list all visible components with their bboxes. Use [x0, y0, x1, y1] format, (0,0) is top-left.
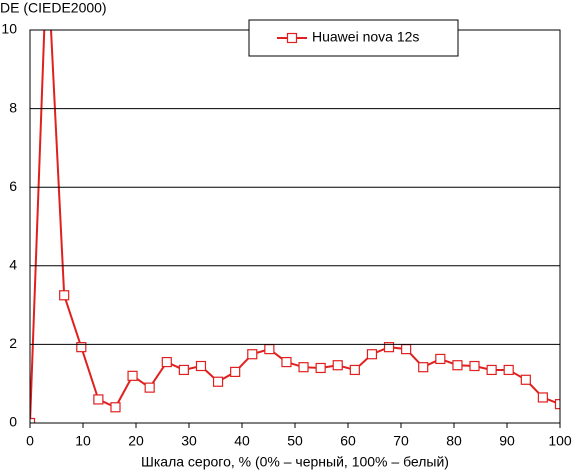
x-tick-label: 100 [548, 433, 572, 449]
x-tick-label: 40 [234, 433, 250, 449]
x-tick-label: 0 [26, 433, 34, 449]
point-marker [332, 360, 343, 371]
point-marker [230, 366, 241, 378]
y-tick-label: 2 [9, 335, 17, 351]
point-marker [127, 370, 138, 381]
point-marker [59, 290, 70, 301]
point-marker [93, 394, 104, 405]
point-marker [315, 362, 326, 374]
point-marker [486, 364, 497, 376]
x-tick-label: 70 [393, 433, 409, 449]
y-tick-label: 0 [9, 414, 17, 430]
series-line [30, 30, 560, 423]
point-marker [349, 364, 360, 376]
point-marker [401, 344, 412, 355]
x-tick-label: 50 [287, 433, 303, 449]
point-marker [298, 362, 309, 373]
point-marker [418, 362, 429, 373]
point-marker [212, 376, 224, 387]
point-marker [247, 349, 258, 360]
legend-label: Huawei nova 12s [312, 29, 419, 45]
point-marker [537, 392, 548, 403]
plot-area [30, 30, 560, 423]
point-marker [161, 356, 172, 368]
point-marker [554, 399, 560, 410]
point-marker [469, 360, 480, 372]
point-marker [264, 344, 275, 355]
point-marker [520, 374, 531, 385]
y-tick-label: 4 [9, 257, 17, 273]
x-axis-label: Шкала серого, % (0% – черный, 100% – бел… [141, 454, 449, 470]
point-marker [110, 402, 121, 413]
point-marker [76, 342, 87, 353]
point-marker [30, 417, 36, 423]
y-axis-label: DE (CIEDE2000) [0, 0, 107, 16]
x-tick-label: 80 [446, 433, 462, 449]
y-tick-label: 10 [1, 21, 17, 37]
point-marker [435, 353, 446, 365]
y-tick-label: 8 [9, 99, 17, 115]
point-marker [503, 364, 514, 376]
y-tick-label: 6 [9, 178, 17, 194]
legend-marker [286, 32, 298, 44]
x-tick-label: 60 [340, 433, 356, 449]
x-tick-label: 90 [499, 433, 515, 449]
point-marker [195, 360, 207, 372]
x-tick-label: 20 [128, 433, 144, 449]
point-marker [281, 356, 292, 368]
point-marker [178, 364, 189, 376]
point-marker [383, 342, 395, 353]
x-tick-label: 10 [75, 433, 91, 449]
x-tick-label: 30 [181, 433, 197, 449]
point-marker [144, 382, 155, 393]
point-marker [366, 349, 378, 360]
point-marker [452, 360, 463, 371]
